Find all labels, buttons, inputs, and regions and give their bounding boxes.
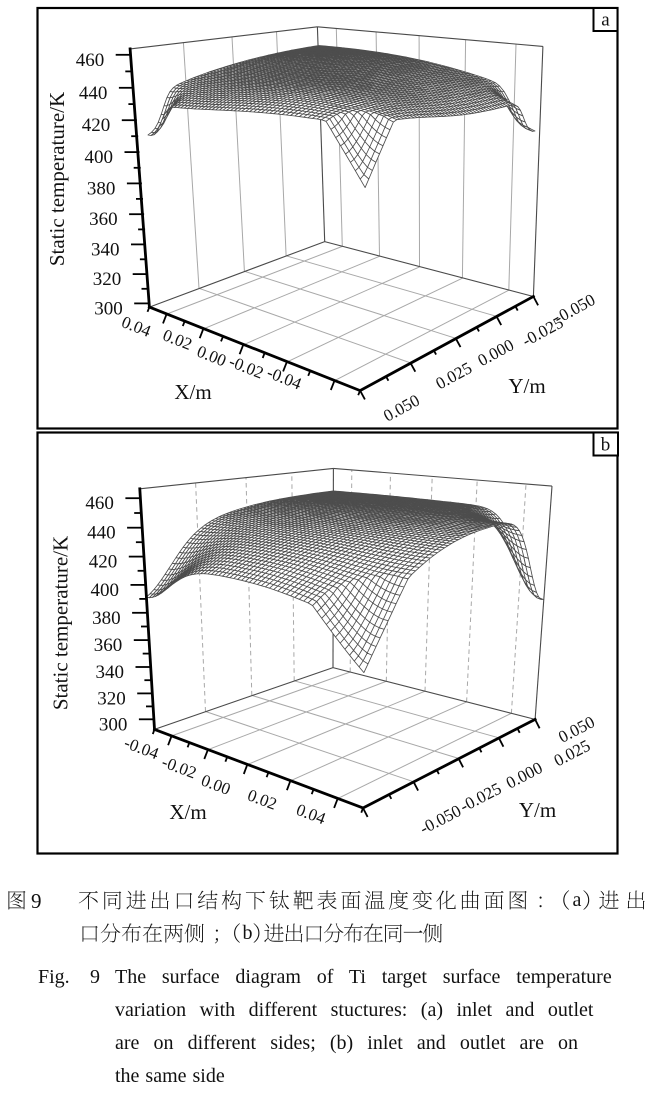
svg-text:400: 400 [85,147,114,168]
svg-text:360: 360 [94,635,123,656]
svg-text:9: 9 [90,966,100,988]
svg-text:460: 460 [85,493,114,514]
svg-text:380: 380 [92,608,121,629]
svg-text:a: a [573,889,582,911]
svg-text:400: 400 [91,580,120,601]
svg-text:Y/m: Y/m [508,374,545,398]
svg-text:a: a [601,10,610,31]
svg-text:340: 340 [96,662,125,683]
svg-text:420: 420 [82,115,111,136]
svg-text:Static temperature/K: Static temperature/K [48,536,72,710]
svg-text:320: 320 [93,269,122,290]
svg-text:are on different sides; (b) i: are on different sides; (b) inlet and ou… [115,1032,578,1054]
svg-text:b: b [601,435,611,456]
svg-text:320: 320 [97,688,126,709]
svg-text:The surface diagram of Ti targ: The surface diagram of Ti target surface… [115,966,612,988]
svg-text:300: 300 [99,714,128,735]
svg-text:Fig.: Fig. [38,966,70,988]
svg-text:the same side: the same side [115,1065,225,1087]
svg-text:9: 9 [31,889,42,913]
svg-text:440: 440 [79,83,108,104]
svg-text:460: 460 [76,50,105,71]
svg-text:440: 440 [87,523,116,544]
svg-text:variation with different stuct: variation with different stuctures: (a) … [115,999,594,1021]
svg-text:X/m: X/m [174,380,211,404]
svg-text:Y/m: Y/m [519,798,556,822]
svg-text:X/m: X/m [169,800,206,824]
svg-text:b: b [243,922,253,944]
svg-text:300: 300 [94,298,123,319]
svg-text:420: 420 [89,552,118,573]
svg-text:Static temperature/K: Static temperature/K [45,92,69,266]
svg-text:380: 380 [87,178,116,199]
svg-text:360: 360 [89,209,118,230]
svg-text:340: 340 [91,239,120,260]
